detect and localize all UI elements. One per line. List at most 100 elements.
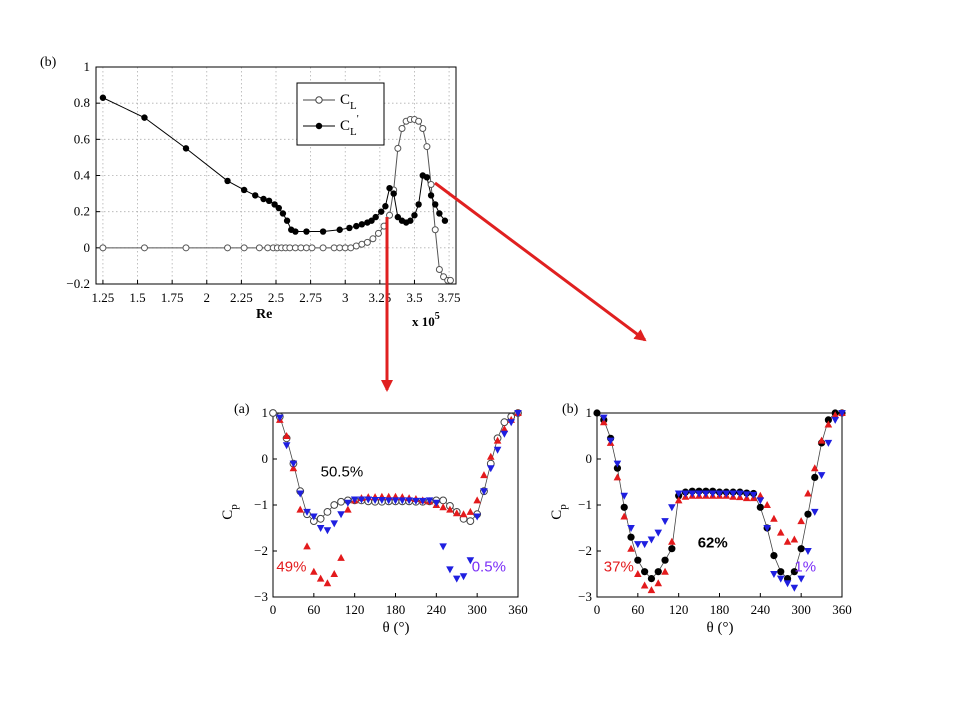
blue-triangle-point [303, 508, 311, 516]
cl-data-point [182, 244, 190, 252]
blue-triangle-point [480, 488, 488, 496]
top-y-tick-label: 0.6 [74, 131, 91, 146]
blue-triangle-point [674, 490, 683, 498]
plot-frame [272, 412, 519, 598]
open-circle-point [500, 418, 509, 427]
x-tick-label: 240 [427, 602, 447, 617]
clprime-data-point [436, 210, 443, 217]
y-tick-label: −2 [578, 543, 592, 558]
cl-data-point [255, 244, 263, 252]
top-x-multiplier-exponent: 5 [435, 311, 440, 322]
blue-triangle-point [371, 496, 379, 504]
red-triangle-point [804, 489, 812, 497]
blue-triangle-point [756, 497, 765, 505]
annotation-label: 49% [276, 559, 306, 576]
clprime-data-point [303, 228, 310, 235]
blue-triangle-point [688, 490, 697, 498]
legend-cl-marker [315, 96, 323, 104]
annotation-label: 50.5% [321, 463, 364, 480]
lift-coefficient-chart: (b) 1.25 1.5 1.75 2 2.25 2.5 2.75 3 3.25 3.5 3.751… [40, 55, 460, 329]
top-x-tick-label: 2.25 [230, 290, 253, 305]
filled-circle-point [620, 503, 628, 511]
top-grid [96, 66, 456, 285]
open-circle-point [323, 508, 332, 516]
blue-triangle-point [627, 525, 635, 532]
red-triangle-point [776, 528, 785, 536]
x-tick-label: 360 [508, 602, 528, 617]
top-x-tick-label: 3.5 [406, 290, 422, 305]
y-tick-label: 0 [262, 451, 269, 466]
clprime-data-point [411, 212, 418, 219]
clprime-data-point [224, 177, 231, 185]
blue-triangle-point [391, 497, 400, 505]
blue-triangle-point [405, 497, 413, 505]
blue-triangle-point [350, 496, 359, 504]
filled-circle-point [777, 568, 785, 576]
blue-triangle-point [647, 536, 656, 544]
red-triangle-point [817, 436, 826, 444]
panel-a-plot-area [269, 409, 522, 587]
top-panel-label: (b) [40, 55, 57, 70]
filled-circle-point [593, 409, 601, 417]
panel-a-label: (a) [234, 402, 250, 417]
y-tick-label: −1 [578, 497, 592, 512]
red-triangle-point [627, 544, 635, 552]
top-y-tick-label: 0 [84, 240, 91, 255]
clprime-data-point [292, 228, 299, 235]
cl-data-point [308, 244, 316, 252]
red-triangle-point [473, 496, 481, 504]
red-triangle-point [613, 473, 622, 481]
blue-triangle-point [640, 541, 649, 549]
clprime-data-point [275, 204, 282, 212]
clprime-data-point [252, 192, 259, 199]
legend-cl-label: CL [340, 92, 357, 112]
filled-circle-point [804, 510, 812, 518]
panel-b-label: (b) [562, 402, 579, 417]
panel-b-annotations: 62% 37% 1% [604, 534, 816, 575]
top-x-tick-label: 3 [342, 290, 349, 305]
open-circle-point [330, 501, 339, 509]
cl-data-point [369, 235, 377, 243]
blue-triangle-point [316, 525, 325, 532]
clprime-data-point [394, 213, 402, 221]
blue-triangle-point [344, 499, 352, 507]
clprime-data-point [336, 226, 343, 233]
red-triangle-point [337, 553, 345, 561]
red-triangle-point [661, 567, 669, 575]
clprime-data-point [240, 186, 248, 194]
blue-triangle-point [838, 410, 846, 417]
panel-a-annotations: 50.5% 49% 0.5% [276, 463, 506, 575]
filled-circle-point [668, 545, 676, 553]
red-triangle-point [500, 425, 509, 433]
red-triangle-point [674, 496, 683, 504]
filled-circle-point [797, 545, 805, 553]
panel-a-y-axis-main: C [220, 510, 236, 520]
x-tick-label: 60 [631, 602, 644, 617]
clprime-data-point [407, 217, 414, 224]
blue-triangle-point [282, 442, 291, 450]
clprime-data-point [279, 210, 287, 217]
blue-triangle-point [276, 414, 284, 422]
top-y-tick-label: 1 [84, 59, 91, 74]
y-tick-label: 1 [586, 405, 593, 420]
red-triangle-point [797, 517, 805, 525]
blue-triangle-point [412, 497, 420, 505]
blue-triangle-point [668, 504, 676, 512]
top-x-tick-label: 2.75 [299, 290, 322, 305]
blue-triangle-point [418, 497, 427, 505]
red-triangle-point [466, 507, 475, 515]
blue-triangle-point [330, 520, 339, 528]
red-triangle-point [668, 537, 676, 545]
panel-a-y-axis-label: Cp [220, 504, 240, 520]
red-triangle-point [344, 505, 352, 513]
red-triangle-point [289, 464, 298, 472]
y-tick-label: 1 [262, 405, 269, 420]
cl-data-point [99, 244, 107, 252]
top-x-axis-label: Re [256, 307, 272, 322]
clprime-data-point [353, 222, 360, 230]
top-x-tick-label: 1.5 [129, 290, 145, 305]
blue-triangle-point [600, 414, 608, 422]
panel-a-axes: 0 60 120 180 240 300 360 1 0 −1 −2 −3 [254, 405, 528, 617]
annotation-label: 1% [794, 559, 816, 576]
